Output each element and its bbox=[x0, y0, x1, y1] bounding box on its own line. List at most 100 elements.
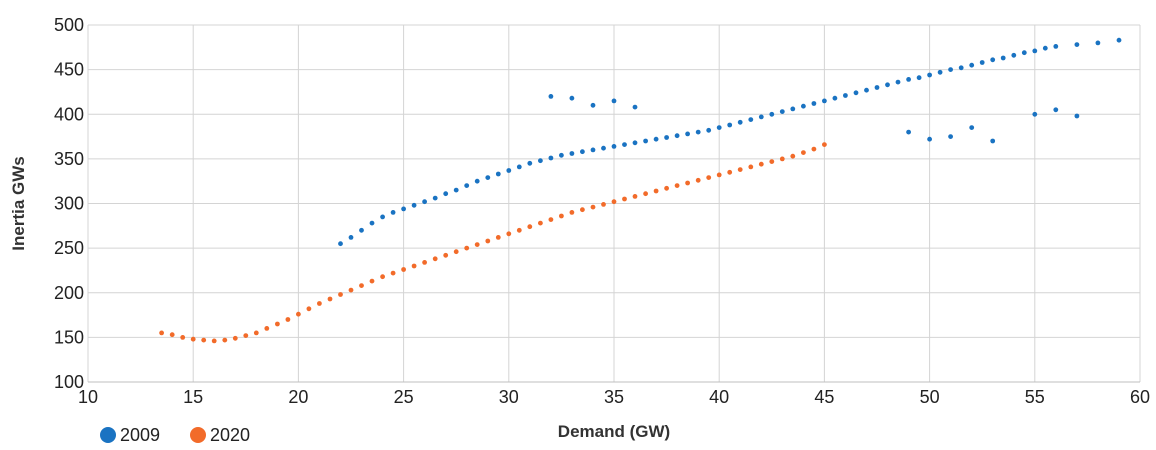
data-point bbox=[275, 321, 280, 327]
data-point bbox=[822, 142, 827, 148]
data-point bbox=[159, 330, 165, 336]
data-point bbox=[569, 210, 575, 215]
data-point bbox=[643, 191, 648, 197]
data-point bbox=[1074, 113, 1080, 119]
data-point bbox=[832, 95, 838, 101]
data-point bbox=[474, 178, 480, 184]
data-point bbox=[727, 169, 733, 175]
data-point bbox=[979, 60, 985, 65]
y-tick-label: 400 bbox=[54, 104, 84, 124]
data-point bbox=[969, 125, 975, 130]
data-point bbox=[338, 241, 343, 247]
data-point bbox=[769, 111, 775, 117]
legend-marker bbox=[100, 427, 116, 443]
x-tick-label: 25 bbox=[394, 387, 414, 407]
data-point bbox=[758, 114, 764, 120]
data-point bbox=[453, 187, 459, 193]
y-tick-label: 500 bbox=[54, 15, 84, 35]
legend-label: 2020 bbox=[210, 425, 250, 445]
y-tick-label: 150 bbox=[54, 327, 84, 347]
y-axis-title: Inertia GWs bbox=[9, 156, 28, 250]
data-point bbox=[527, 160, 533, 166]
data-point bbox=[601, 145, 606, 151]
series-2020 bbox=[159, 142, 827, 344]
data-point bbox=[927, 136, 932, 142]
data-point bbox=[243, 333, 249, 338]
data-point bbox=[232, 335, 238, 341]
data-point bbox=[538, 158, 543, 164]
data-point bbox=[348, 235, 354, 240]
data-point bbox=[401, 267, 406, 272]
x-tick-label: 30 bbox=[499, 387, 519, 407]
data-point bbox=[264, 326, 270, 331]
data-point bbox=[706, 127, 712, 133]
data-point bbox=[885, 82, 890, 88]
data-point bbox=[611, 98, 617, 104]
data-point bbox=[422, 199, 427, 205]
data-point bbox=[169, 332, 175, 338]
data-point bbox=[506, 231, 512, 237]
legend-label: 2009 bbox=[120, 425, 160, 445]
data-point bbox=[874, 85, 880, 90]
data-point bbox=[1042, 45, 1048, 51]
data-point bbox=[1095, 40, 1101, 46]
data-point bbox=[843, 93, 848, 98]
x-tick-label: 55 bbox=[1025, 387, 1045, 407]
data-point bbox=[611, 199, 617, 205]
y-tick-label: 100 bbox=[54, 372, 84, 392]
data-point bbox=[1000, 55, 1006, 61]
data-point bbox=[306, 306, 312, 312]
data-point bbox=[727, 122, 733, 128]
data-point bbox=[674, 133, 680, 139]
data-point bbox=[706, 175, 712, 181]
data-point bbox=[990, 57, 996, 63]
data-point bbox=[601, 202, 606, 207]
data-point bbox=[737, 167, 743, 173]
data-point bbox=[559, 213, 564, 219]
x-tick-label: 45 bbox=[814, 387, 834, 407]
data-point bbox=[779, 156, 785, 162]
data-point bbox=[969, 62, 975, 68]
data-point bbox=[580, 149, 585, 155]
data-point bbox=[527, 224, 533, 230]
data-point bbox=[190, 336, 196, 342]
data-point bbox=[453, 249, 459, 255]
data-point bbox=[569, 151, 575, 156]
x-tick-label: 40 bbox=[709, 387, 729, 407]
data-point bbox=[1032, 48, 1038, 54]
data-point bbox=[716, 172, 722, 178]
data-point bbox=[811, 101, 817, 106]
data-point bbox=[495, 235, 501, 240]
data-point bbox=[811, 146, 817, 152]
data-point bbox=[590, 204, 596, 210]
data-point bbox=[1053, 107, 1059, 113]
data-point bbox=[359, 227, 364, 233]
x-tick-label: 15 bbox=[183, 387, 203, 407]
y-tick-label: 350 bbox=[54, 149, 84, 169]
series-2009 bbox=[338, 37, 1122, 247]
data-point bbox=[716, 125, 722, 130]
data-point bbox=[474, 242, 480, 248]
data-point bbox=[516, 227, 522, 233]
legend-item-2020: 2020 bbox=[190, 425, 250, 445]
data-point bbox=[180, 335, 186, 340]
data-point bbox=[685, 131, 690, 137]
data-point bbox=[674, 183, 680, 189]
data-point bbox=[317, 301, 322, 306]
data-point bbox=[201, 337, 207, 343]
data-point bbox=[779, 109, 785, 114]
data-point bbox=[1116, 37, 1122, 43]
data-point bbox=[548, 94, 554, 99]
data-point bbox=[559, 152, 564, 158]
data-point bbox=[548, 217, 554, 223]
data-point bbox=[653, 136, 659, 142]
data-point bbox=[801, 103, 806, 109]
data-point bbox=[369, 278, 375, 284]
data-point bbox=[748, 164, 754, 170]
data-point bbox=[906, 129, 911, 135]
data-point bbox=[853, 90, 859, 96]
data-point bbox=[1011, 52, 1017, 58]
data-point bbox=[580, 207, 585, 213]
legend-marker bbox=[190, 427, 206, 443]
